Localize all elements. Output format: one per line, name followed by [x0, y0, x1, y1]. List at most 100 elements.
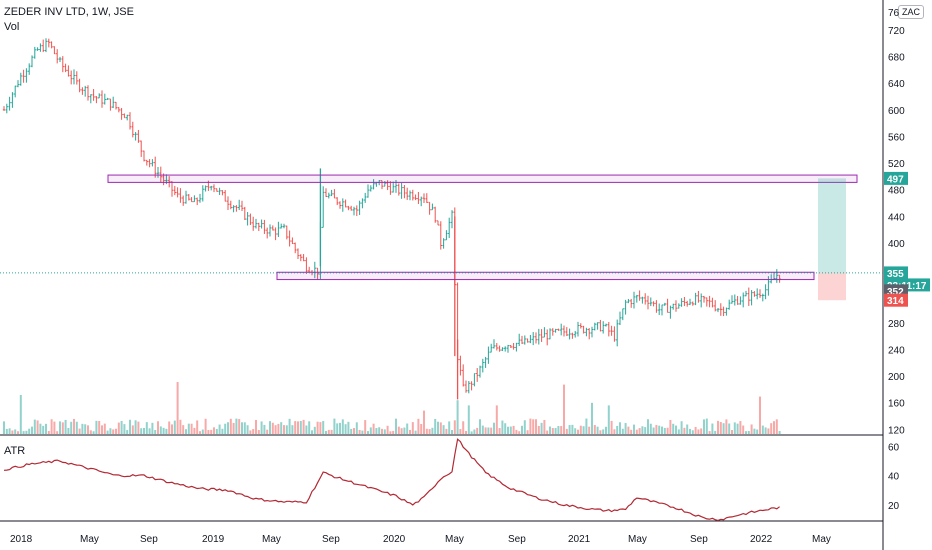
- price-badge: [884, 171, 908, 185]
- volume-bar: [733, 422, 736, 434]
- volume-bar: [14, 429, 17, 434]
- volume-bar: [70, 421, 73, 434]
- volume-bar: [294, 421, 297, 434]
- volume-bar: [241, 422, 243, 434]
- volume-bar: [633, 424, 635, 434]
- volume-bar: [761, 425, 764, 434]
- volume-bar: [565, 428, 568, 434]
- volume-bar: [327, 429, 330, 434]
- volume-indicator-label: Vol: [4, 21, 20, 33]
- time-tick-label: 2018: [10, 534, 33, 545]
- volume-bar: [770, 423, 773, 434]
- volume-bar: [742, 425, 745, 434]
- volume-bar: [375, 428, 378, 434]
- volume-bar: [381, 428, 383, 434]
- volume-bar: [694, 426, 697, 434]
- volume-bar: [263, 424, 266, 434]
- volume-bar: [229, 418, 232, 434]
- price-badge-label: 352: [887, 287, 904, 298]
- volume-bar: [143, 427, 145, 434]
- volume-bar: [369, 427, 372, 434]
- currency-badge[interactable]: ZAC: [898, 5, 924, 19]
- volume-bar: [728, 423, 731, 434]
- volume-bar: [129, 419, 131, 434]
- volume-bar: [33, 419, 36, 434]
- atr-tick-label: 20: [888, 501, 900, 512]
- price-tick-label: 240: [888, 345, 905, 356]
- volume-bar: [204, 418, 207, 434]
- volume-bar: [260, 421, 263, 434]
- atr-indicator-label: ATR: [4, 445, 26, 457]
- volume-bar: [588, 426, 591, 434]
- volume-bar: [361, 430, 364, 434]
- volume-bar: [630, 429, 633, 434]
- volume-bar: [47, 430, 50, 434]
- atr-line: [3, 438, 780, 522]
- volume-bar: [336, 423, 339, 434]
- volume-bar: [652, 427, 655, 434]
- volume-bar: [759, 396, 761, 434]
- volume-bar: [425, 428, 428, 434]
- volume-bar: [190, 423, 193, 434]
- volume-bar: [423, 410, 425, 434]
- price-tick-label: 480: [888, 186, 905, 197]
- volume-bar: [131, 425, 134, 434]
- volume-bar: [117, 422, 120, 434]
- time-tick-label: 2020: [383, 534, 406, 545]
- volume-bar: [92, 431, 95, 434]
- volume-bar: [518, 431, 521, 434]
- volume-bar: [176, 382, 179, 434]
- volume-bar: [610, 420, 613, 434]
- volume-bar: [221, 428, 224, 434]
- volume-bar: [3, 421, 5, 434]
- volume-bar: [691, 430, 694, 434]
- volume-bar: [490, 427, 493, 434]
- volume-bar: [753, 428, 756, 434]
- volume-bar: [64, 419, 67, 434]
- volume-bar: [11, 430, 14, 434]
- volume-bar: [28, 428, 31, 434]
- price-badge-label: 355: [887, 269, 904, 280]
- time-tick-label: May: [628, 534, 647, 545]
- volume-bar: [635, 429, 638, 434]
- volume-bars: [3, 382, 781, 434]
- volume-bar: [288, 418, 291, 434]
- volume-bar: [383, 429, 386, 434]
- volume-bar: [448, 421, 451, 434]
- volume-bar: [341, 419, 344, 434]
- volume-bar: [319, 422, 322, 434]
- volume-bar: [148, 428, 151, 434]
- volume-bar: [437, 421, 439, 434]
- volume-bar: [87, 425, 89, 434]
- volume-bar: [470, 431, 473, 434]
- volume-bar: [479, 419, 481, 434]
- atr-tick-label: 40: [888, 472, 900, 483]
- price-tick-label: 280: [888, 319, 905, 330]
- price-tick-label-top: 76: [888, 8, 900, 19]
- volume-bar: [355, 422, 358, 434]
- time-tick-label: Sep: [508, 534, 526, 545]
- position-target-area: [818, 178, 846, 273]
- volume-bar: [661, 426, 663, 434]
- volume-bar: [364, 420, 367, 434]
- volume-bar: [725, 419, 728, 434]
- resistance-zone: [107, 174, 858, 183]
- volume-bar: [549, 426, 551, 434]
- volume-bar: [714, 430, 717, 434]
- volume-bar: [722, 423, 725, 434]
- price-tick-label: 200: [888, 372, 905, 383]
- volume-bar: [543, 419, 546, 434]
- volume-bar: [644, 427, 647, 434]
- volume-bar: [593, 425, 596, 434]
- price-tick-label: 400: [888, 239, 905, 250]
- volume-bar: [378, 427, 381, 434]
- volume-bar: [680, 421, 683, 434]
- volume-bar: [484, 427, 487, 434]
- volume-bar: [504, 423, 507, 434]
- volume-bar: [302, 419, 305, 434]
- volume-bar: [591, 402, 593, 434]
- volume-bar: [717, 420, 719, 434]
- volume-bar: [521, 425, 523, 434]
- volume-bar: [655, 424, 658, 434]
